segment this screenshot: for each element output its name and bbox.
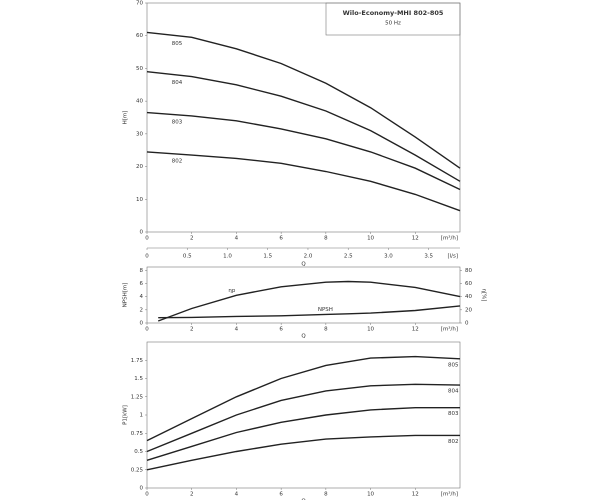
- y-tick-label: 30: [136, 131, 143, 137]
- curve: [157, 280, 461, 322]
- curve: [146, 31, 461, 169]
- y-tick-label: 0: [140, 230, 144, 236]
- x-tick-label: 8: [324, 236, 328, 242]
- y-tick-label: 0.25: [131, 467, 144, 473]
- x-tick-label: 12: [412, 327, 419, 333]
- y2-tick-label: 20: [465, 307, 472, 313]
- y-tick-label: 1.75: [131, 358, 144, 364]
- y-tick-label: 1.5: [134, 376, 143, 382]
- y-tick-label: 0: [140, 486, 144, 492]
- x-axis-label: Q: [301, 334, 306, 340]
- x-tick-label: 10: [367, 492, 374, 498]
- x-axis-label: Q: [301, 262, 306, 268]
- x2-tick-label: 1.0: [223, 254, 232, 260]
- y-tick-label: 8: [140, 268, 144, 274]
- x2-tick-label: 1.5: [263, 254, 272, 260]
- y2-tick-label: 60: [465, 281, 472, 287]
- series-label: 804: [172, 80, 183, 86]
- series-label: NPSH: [318, 307, 333, 313]
- curve: [146, 383, 461, 453]
- y-tick-label: 0.75: [131, 431, 144, 437]
- x-tick-label: 2: [190, 327, 194, 333]
- x-tick-label: 12: [412, 236, 419, 242]
- x-tick-label: 6: [279, 492, 283, 498]
- y-tick-label: 1: [140, 413, 144, 419]
- x2-tick-label: 3.0: [384, 254, 393, 260]
- x-tick-label: 0: [145, 327, 149, 333]
- x-tick-label: 10: [367, 236, 374, 242]
- series-label: 803: [172, 119, 183, 125]
- x-tick-label: 4: [235, 327, 239, 333]
- x-tick-label: 4: [235, 236, 239, 242]
- y-tick-label: 10: [136, 197, 143, 203]
- x-tick-label: 2: [190, 492, 194, 498]
- curve: [158, 305, 461, 319]
- chart-title: Wilo-Economy-MHI 802-805: [343, 9, 444, 17]
- title-box: [325, 2, 461, 36]
- x-tick-label: 10: [367, 327, 374, 333]
- x-unit: [m³/h]: [441, 491, 458, 498]
- x-tick-label: 0: [145, 236, 149, 242]
- y-axis-label: H[m]: [123, 111, 129, 125]
- y-tick-label: 70: [136, 1, 143, 7]
- curve: [146, 71, 461, 182]
- y-tick-label: 2: [140, 307, 144, 313]
- x2-tick-label: 2.5: [344, 254, 353, 260]
- y-tick-label: 60: [136, 33, 143, 39]
- y2-tick-label: 80: [465, 268, 472, 274]
- y2-axis-label: η[%]: [481, 288, 487, 301]
- y-tick-label: 1.25: [131, 394, 144, 400]
- x-tick-label: 0: [145, 492, 149, 498]
- plot-frame: [146, 341, 461, 489]
- curve: [146, 434, 460, 471]
- plot-frame: [146, 266, 461, 324]
- curve: [146, 111, 461, 191]
- x-tick-label: 6: [279, 327, 283, 333]
- y2-tick-label: 0: [465, 321, 469, 327]
- x-axis-label: Q: [301, 499, 306, 500]
- x2-tick-label: 0: [145, 254, 149, 260]
- y-axis-label: P1[kW]: [123, 405, 129, 425]
- y-tick-label: 0: [140, 321, 144, 327]
- curve: [146, 407, 460, 461]
- series-label: 802: [448, 439, 459, 445]
- y2-tick-label: 40: [465, 294, 472, 300]
- x-tick-label: 6: [279, 236, 283, 242]
- x-unit: [m³/h]: [441, 235, 458, 242]
- y-tick-label: 4: [140, 294, 144, 300]
- y-tick-label: 50: [136, 66, 143, 72]
- y-tick-label: 20: [136, 164, 143, 170]
- x2-tick-label: 0.5: [183, 254, 192, 260]
- chart-subtitle: 50 Hz: [385, 21, 401, 27]
- x-unit: [m³/h]: [441, 326, 458, 333]
- y-tick-label: 40: [136, 99, 143, 105]
- x-tick-label: 12: [412, 492, 419, 498]
- curve: [146, 151, 461, 212]
- x-tick-label: 8: [324, 327, 328, 333]
- series-label: 805: [448, 362, 459, 368]
- plot-frame: [146, 2, 461, 233]
- x-tick-label: 2: [190, 236, 194, 242]
- x2-unit: [l/s]: [447, 254, 458, 260]
- x-tick-label: 8: [324, 492, 328, 498]
- series-label: 803: [448, 411, 459, 417]
- x2-tick-label: 2.0: [304, 254, 313, 260]
- series-label: 805: [172, 41, 183, 47]
- y-tick-label: 0.5: [134, 449, 143, 455]
- series-label: 802: [172, 159, 183, 165]
- curve: [146, 355, 461, 442]
- x2-tick-label: 3.5: [424, 254, 433, 260]
- y-axis-label: NPSH[m]: [123, 283, 129, 308]
- series-label: ηp: [228, 288, 235, 294]
- x-tick-label: 4: [235, 492, 239, 498]
- y-tick-label: 6: [140, 281, 144, 287]
- series-label: 804: [448, 389, 459, 395]
